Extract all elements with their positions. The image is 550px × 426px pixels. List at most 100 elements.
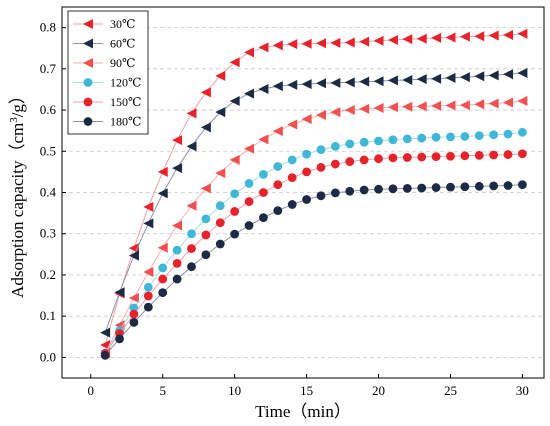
data-point bbox=[474, 99, 485, 110]
legend-marker bbox=[83, 58, 93, 68]
legend-label: 120℃ bbox=[110, 76, 141, 90]
data-point bbox=[459, 100, 470, 111]
data-point bbox=[330, 37, 341, 48]
data-point bbox=[474, 31, 485, 42]
data-point bbox=[344, 37, 355, 48]
data-point bbox=[416, 101, 427, 112]
data-point bbox=[158, 288, 168, 298]
data-point bbox=[431, 132, 441, 142]
data-point bbox=[402, 34, 413, 45]
data-point bbox=[172, 259, 182, 268]
data-point bbox=[387, 34, 398, 45]
data-point bbox=[186, 108, 197, 119]
data-point bbox=[172, 274, 182, 284]
data-point bbox=[143, 282, 153, 292]
x-tick-label: 0 bbox=[88, 383, 95, 398]
data-point bbox=[402, 134, 412, 144]
data-point bbox=[431, 32, 442, 43]
y-axis-title-tail: /g） bbox=[8, 87, 27, 117]
data-point bbox=[302, 167, 311, 177]
y-tick-label: 0.6 bbox=[40, 102, 57, 117]
x-axis-title: Time（min） bbox=[255, 402, 351, 421]
data-point bbox=[128, 293, 139, 304]
data-point bbox=[273, 162, 283, 171]
data-point bbox=[128, 250, 139, 261]
data-point bbox=[445, 72, 456, 83]
data-point bbox=[157, 242, 168, 253]
data-point bbox=[474, 181, 484, 191]
legend-item: 120℃ bbox=[73, 76, 141, 90]
data-point bbox=[259, 188, 268, 197]
data-point bbox=[259, 213, 268, 223]
legend-item: 30℃ bbox=[73, 17, 135, 31]
data-point bbox=[503, 181, 513, 190]
data-point bbox=[301, 38, 312, 49]
data-point bbox=[474, 71, 485, 82]
data-point bbox=[259, 169, 268, 179]
series-line bbox=[104, 33, 523, 346]
data-point bbox=[460, 151, 470, 161]
legend: 30℃ 60℃ 90℃ 120℃ 150℃ 180℃ bbox=[67, 10, 149, 135]
data-point bbox=[157, 188, 168, 199]
data-point bbox=[460, 132, 470, 141]
x-tick-label: 25 bbox=[444, 383, 457, 398]
data-point bbox=[229, 154, 240, 165]
data-point bbox=[143, 302, 153, 312]
data-point bbox=[417, 133, 427, 143]
series-1 bbox=[100, 67, 528, 338]
data-point bbox=[503, 69, 514, 80]
data-point bbox=[445, 32, 456, 43]
data-point bbox=[200, 183, 211, 194]
data-point bbox=[445, 100, 456, 111]
data-point bbox=[373, 76, 384, 87]
legend-item: 150℃ bbox=[73, 95, 141, 109]
data-point bbox=[187, 229, 196, 239]
x-tick-label: 10 bbox=[228, 383, 241, 398]
y-tick-label: 0.3 bbox=[40, 226, 56, 241]
data-point bbox=[287, 155, 297, 165]
data-point bbox=[387, 75, 398, 86]
series-layer bbox=[100, 28, 528, 360]
data-point bbox=[416, 74, 427, 85]
x-tick-label: 20 bbox=[372, 383, 385, 398]
data-point bbox=[244, 221, 254, 230]
data-point bbox=[158, 263, 168, 273]
data-point bbox=[129, 303, 139, 313]
data-point bbox=[244, 179, 254, 188]
data-point bbox=[302, 149, 311, 159]
data-point bbox=[488, 70, 499, 81]
y-axis-title-main: Adsorption capacity（cm bbox=[8, 123, 27, 298]
data-point bbox=[287, 79, 298, 90]
data-point bbox=[316, 162, 326, 172]
data-point bbox=[201, 230, 211, 240]
legend-label: 150℃ bbox=[110, 95, 141, 109]
data-point bbox=[417, 183, 427, 193]
data-point bbox=[201, 214, 211, 224]
data-point bbox=[388, 153, 398, 163]
data-point bbox=[402, 74, 413, 85]
data-point bbox=[373, 35, 384, 46]
data-point bbox=[200, 122, 211, 133]
data-point bbox=[417, 152, 427, 162]
y-tick-label: 0.2 bbox=[40, 267, 56, 282]
legend-marker bbox=[83, 97, 93, 107]
data-point bbox=[114, 287, 125, 298]
data-point bbox=[489, 181, 499, 191]
legend-label: 30℃ bbox=[110, 17, 135, 31]
data-point bbox=[100, 327, 111, 338]
data-point bbox=[215, 107, 226, 118]
data-point bbox=[345, 186, 355, 196]
legend-item: 60℃ bbox=[73, 37, 135, 51]
data-point bbox=[316, 191, 326, 201]
data-point bbox=[229, 57, 240, 68]
legend-item: 90℃ bbox=[73, 56, 135, 70]
data-point bbox=[258, 134, 269, 145]
data-point bbox=[345, 157, 355, 166]
y-axis-title-superscript: 3 bbox=[8, 117, 20, 123]
data-point bbox=[489, 130, 499, 140]
data-point bbox=[402, 101, 413, 112]
data-point bbox=[129, 317, 139, 327]
data-point bbox=[431, 152, 441, 162]
y-tick-label: 0.8 bbox=[40, 20, 56, 35]
data-point bbox=[416, 33, 427, 44]
